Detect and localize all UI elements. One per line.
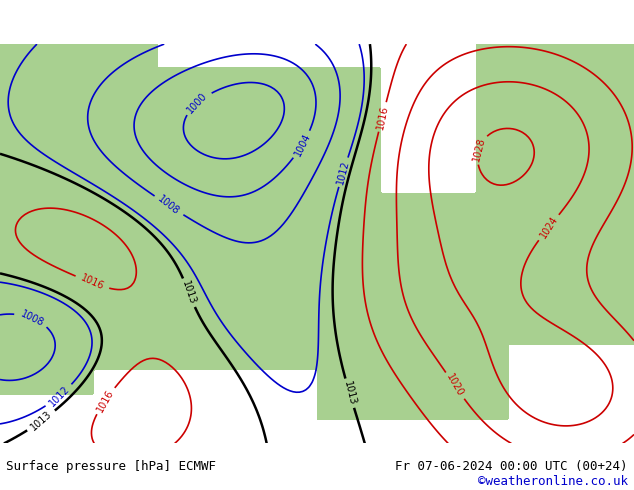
Text: 1020: 1020 [444, 372, 465, 399]
Text: Surface pressure [hPa] ECMWF: Surface pressure [hPa] ECMWF [6, 460, 216, 473]
Text: 1004: 1004 [292, 131, 313, 158]
Text: 1016: 1016 [375, 104, 390, 130]
Text: Fr 07-06-2024 00:00 UTC (00+24): Fr 07-06-2024 00:00 UTC (00+24) [395, 460, 628, 473]
Text: 1013: 1013 [180, 280, 198, 306]
Text: 1000: 1000 [186, 90, 209, 115]
Text: 1016: 1016 [79, 273, 105, 292]
Text: 1013: 1013 [342, 380, 358, 406]
Text: ©weatheronline.co.uk: ©weatheronline.co.uk [477, 475, 628, 488]
Text: 1012: 1012 [47, 384, 72, 408]
Text: 1013: 1013 [29, 409, 54, 433]
Text: 1008: 1008 [18, 308, 45, 328]
Text: 1008: 1008 [156, 194, 181, 217]
Text: 1024: 1024 [538, 215, 560, 241]
Text: 1012: 1012 [335, 159, 351, 185]
Text: 1016: 1016 [95, 388, 115, 414]
Text: 1028: 1028 [471, 136, 487, 163]
